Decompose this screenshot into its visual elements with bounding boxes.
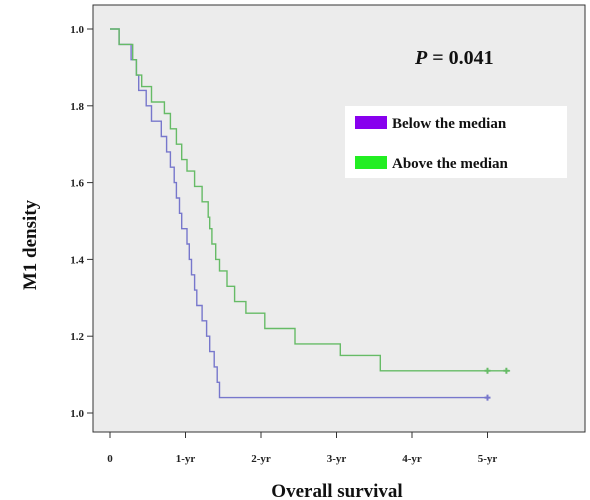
x-tick-label-2: 2-yr xyxy=(251,453,271,465)
legend-label-1: Above the median xyxy=(392,156,508,172)
y-tick-label-0: 1.0 xyxy=(70,24,84,36)
x-axis-title: Overall survival xyxy=(271,481,402,500)
x-tick-label-5: 5-yr xyxy=(478,453,498,465)
x-tick-label-4: 4-yr xyxy=(402,453,422,465)
series-layer xyxy=(110,28,511,401)
y-tick-label-1: 1.8 xyxy=(70,101,84,113)
series-line-0 xyxy=(110,28,488,399)
y-tick-label-3: 1.4 xyxy=(70,254,84,266)
y-tick-label-4: 1.2 xyxy=(70,331,84,343)
legend-swatch-0 xyxy=(355,116,387,129)
p-value-symbol: P xyxy=(414,47,428,69)
legend: Below the median Above the median xyxy=(345,106,567,178)
p-value-annotation: P = 0.041 xyxy=(414,47,494,69)
legend-label-0: Below the median xyxy=(392,116,507,132)
plot-area xyxy=(92,4,586,433)
series-line-1 xyxy=(110,28,511,372)
legend-swatch-1 xyxy=(355,156,387,169)
y-axis-title: M1 density xyxy=(20,199,41,290)
x-tick-label-1: 1-yr xyxy=(176,453,196,465)
x-tick-label-3: 3-yr xyxy=(327,453,347,465)
p-value-text: = 0.041 xyxy=(427,47,493,69)
axes: 1.0 1.8 1.6 1.4 1.2 1.0 0 1-yr 2-yr 3-yr 4-yr 5-yr xyxy=(70,24,497,465)
x-tick-label-0: 0 xyxy=(107,453,113,465)
y-tick-label-5: 1.0 xyxy=(70,408,84,420)
y-tick-label-2: 1.6 xyxy=(70,178,84,190)
